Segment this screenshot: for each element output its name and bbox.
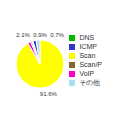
svg-text:0.7%: 0.7% <box>50 32 64 38</box>
svg-text:0.9%: 0.9% <box>33 32 47 38</box>
html-text:ICMP: ICMP <box>79 43 97 50</box>
html-text:Scan: Scan <box>79 52 96 59</box>
html-text:Scan/P: Scan/P <box>79 61 102 68</box>
svg-text:2.1%: 2.1% <box>16 32 30 38</box>
html-text:その他: その他 <box>79 79 101 86</box>
html-text:VoIP: VoIP <box>79 70 95 77</box>
html-text:DNS: DNS <box>79 34 95 41</box>
svg-text:91.6%: 91.6% <box>40 91 58 97</box>
